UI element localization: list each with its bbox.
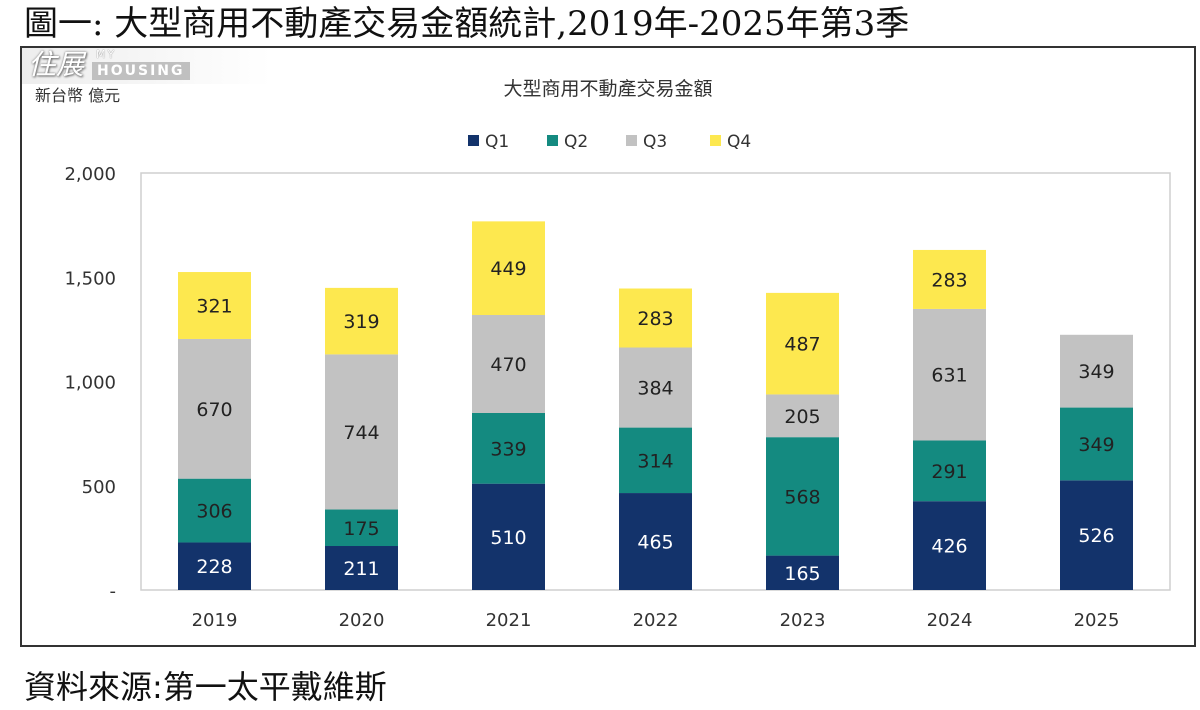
bar-q4-2020 xyxy=(325,287,398,355)
x-tick-label: 2024 xyxy=(927,610,973,631)
data-label-q2-2020: 175 xyxy=(343,518,379,540)
data-label-q3-2023: 205 xyxy=(784,406,820,428)
data-label-q4-2024: 283 xyxy=(931,269,967,291)
data-label-q1-2023: 165 xyxy=(784,563,820,585)
bar-q2-2020 xyxy=(325,509,398,547)
bar-q2-2022 xyxy=(619,427,692,494)
watermark-chinese: 住展 xyxy=(28,48,85,81)
watermark-my: MY xyxy=(96,48,117,61)
bar-q1-2024 xyxy=(913,501,986,590)
data-label-q3-2022: 384 xyxy=(637,378,673,400)
data-label-q3-2024: 631 xyxy=(931,365,967,387)
bar-q1-2020 xyxy=(325,546,398,590)
data-label-q3-2019: 670 xyxy=(196,399,232,421)
y-tick-label: 1,500 xyxy=(64,268,116,289)
chart-frame xyxy=(20,46,1196,647)
bar-q3-2019 xyxy=(178,338,251,479)
data-label-q2-2024: 291 xyxy=(931,461,967,483)
data-label-q4-2022: 283 xyxy=(637,308,673,330)
data-label-q2-2019: 306 xyxy=(196,501,232,523)
bar-q2-2023 xyxy=(766,437,839,556)
data-label-q3-2021: 470 xyxy=(490,354,526,376)
bar-q2-2021 xyxy=(472,412,545,484)
data-label-q2-2025: 349 xyxy=(1078,434,1114,456)
legend-label-q3: Q3 xyxy=(643,132,667,152)
x-tick-label: 2019 xyxy=(192,610,238,631)
y-tick-label: 2,000 xyxy=(64,164,116,185)
data-label-q4-2019: 321 xyxy=(196,296,232,318)
x-tick-label: 2025 xyxy=(1074,610,1120,631)
source-note: 資料來源:第一太平戴維斯 xyxy=(24,668,387,706)
bar-q2-2024 xyxy=(913,440,986,502)
data-label-q1-2020: 211 xyxy=(343,558,379,580)
x-tick-label: 2021 xyxy=(486,610,532,631)
watermark-logo: 住展 MY HOUSING xyxy=(22,48,272,84)
legend-swatch-q2 xyxy=(547,135,558,146)
bar-q2-2019 xyxy=(178,478,251,543)
bar-q2-2025 xyxy=(1060,407,1133,481)
data-label-q4-2023: 487 xyxy=(784,334,820,356)
data-label-q1-2021: 510 xyxy=(490,527,526,549)
bar-q3-2025 xyxy=(1060,334,1133,408)
bar-q1-2025 xyxy=(1060,480,1133,590)
data-label-q3-2025: 349 xyxy=(1078,361,1114,383)
bar-q4-2022 xyxy=(619,288,692,348)
y-tick-label: 500 xyxy=(82,477,116,498)
x-tick-label: 2022 xyxy=(633,610,679,631)
bar-q4-2024 xyxy=(913,249,986,309)
data-label-q1-2022: 465 xyxy=(637,532,673,554)
legend-swatch-q1 xyxy=(468,135,479,146)
x-tick-label: 2023 xyxy=(780,610,826,631)
bar-q4-2019 xyxy=(178,272,251,339)
bar-q3-2023 xyxy=(766,394,839,438)
data-label-q2-2021: 339 xyxy=(490,438,526,460)
data-label-q1-2025: 526 xyxy=(1078,525,1114,547)
data-label-q2-2023: 568 xyxy=(784,486,820,508)
y-tick-label: 1,000 xyxy=(64,373,116,394)
bar-q3-2020 xyxy=(325,354,398,510)
bar-q3-2022 xyxy=(619,347,692,428)
data-label-q1-2024: 426 xyxy=(931,536,967,558)
bar-q3-2021 xyxy=(472,314,545,413)
legend-label-q4: Q4 xyxy=(727,132,751,152)
data-label-q4-2021: 449 xyxy=(490,258,526,280)
chart-title: 大型商用不動產交易金額 xyxy=(503,78,712,100)
legend-label-q1: Q1 xyxy=(485,132,509,152)
bar-q4-2023 xyxy=(766,292,839,395)
legend-label-q2: Q2 xyxy=(564,132,588,152)
y-axis-unit-label: 新台幣 億元 xyxy=(35,86,121,106)
y-tick-label: - xyxy=(110,581,117,602)
legend-swatch-q3 xyxy=(626,135,637,146)
bar-q4-2021 xyxy=(472,221,545,315)
bar-q1-2021 xyxy=(472,483,545,590)
data-label-q4-2020: 319 xyxy=(343,311,379,333)
bar-q1-2019 xyxy=(178,542,251,590)
data-label-q2-2022: 314 xyxy=(637,450,673,472)
watermark-housing: HOUSING xyxy=(92,62,190,80)
bar-q3-2024 xyxy=(913,308,986,441)
data-label-q1-2019: 228 xyxy=(196,556,232,578)
x-tick-label: 2020 xyxy=(339,610,385,631)
bar-q1-2023 xyxy=(766,555,839,590)
figure-title: 圖一: 大型商用不動產交易金額統計,2019年-2025年第3季 xyxy=(24,4,910,44)
data-label-q3-2020: 744 xyxy=(343,422,379,444)
bar-q1-2022 xyxy=(619,493,692,590)
legend-swatch-q4 xyxy=(710,135,721,146)
